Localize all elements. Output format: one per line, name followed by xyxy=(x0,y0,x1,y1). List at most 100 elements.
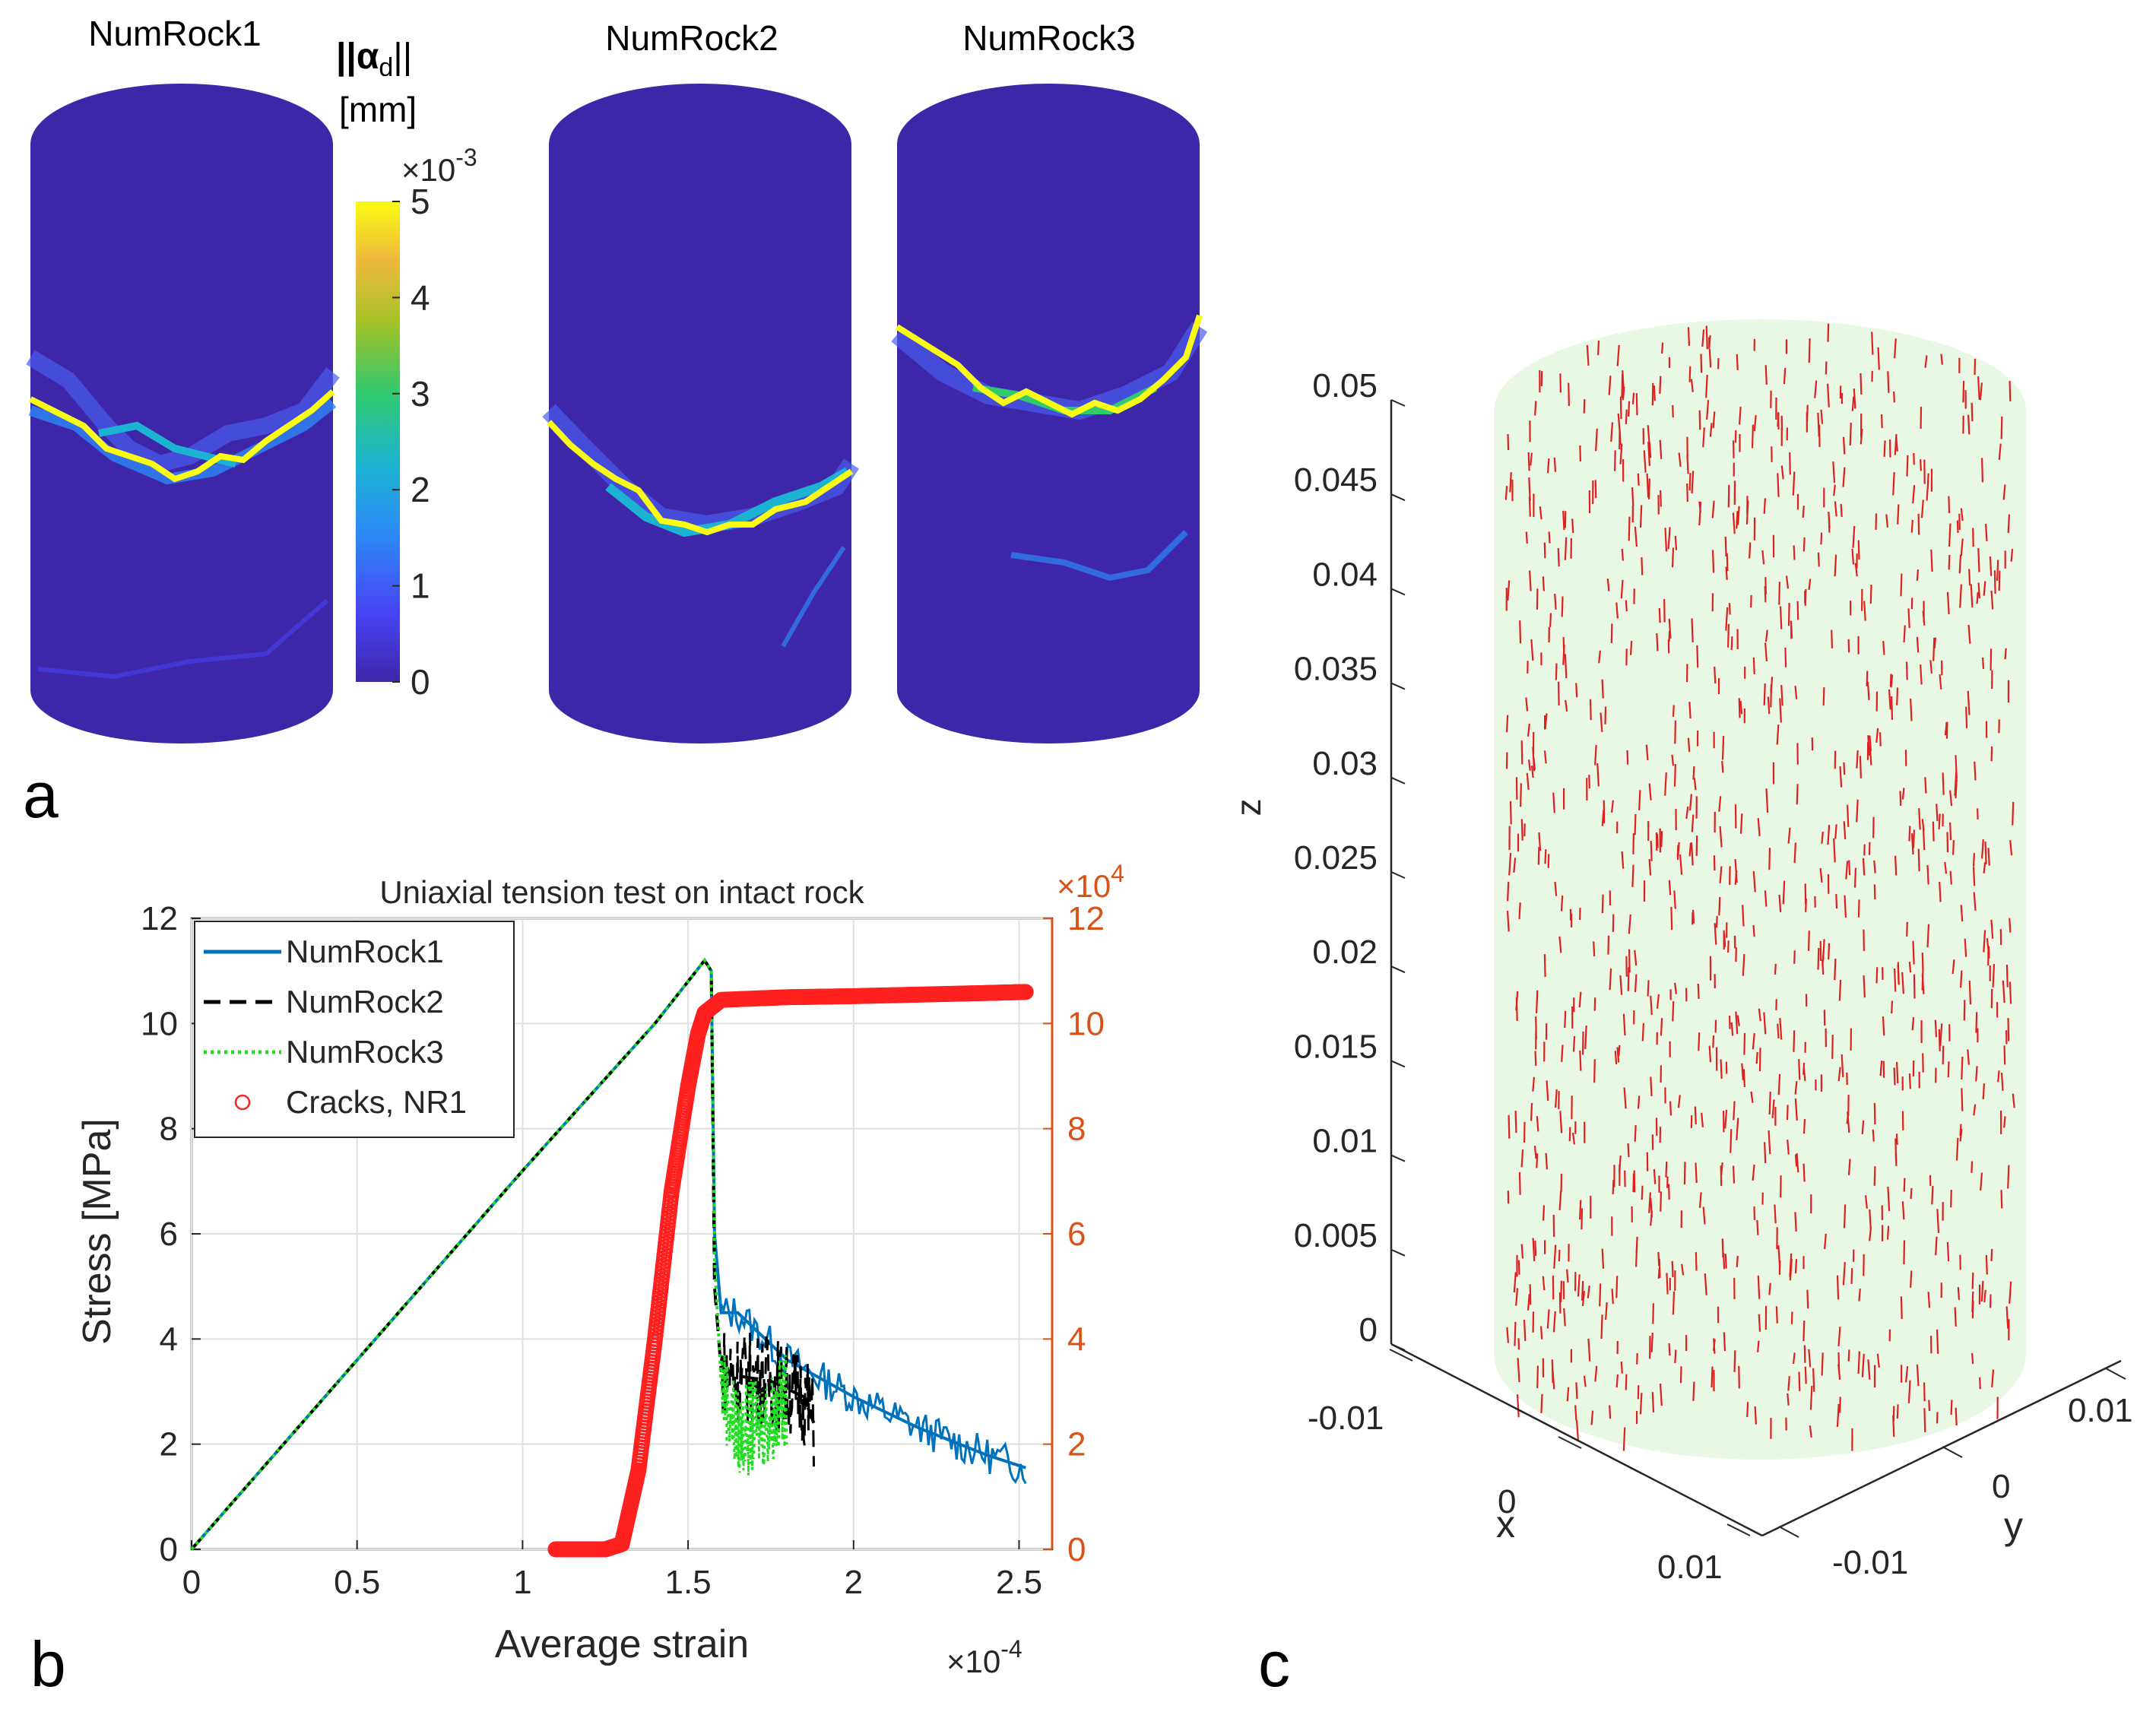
crack xyxy=(1517,1358,1520,1382)
crack xyxy=(1752,1164,1755,1181)
crack xyxy=(1724,1109,1728,1129)
crack xyxy=(1558,1292,1562,1314)
crack xyxy=(1623,1087,1627,1109)
crack xyxy=(1708,1045,1712,1063)
crack xyxy=(1698,1032,1701,1051)
crack xyxy=(1979,382,1983,401)
crack xyxy=(1837,1067,1841,1082)
x-multiplier-base: ×10 xyxy=(946,1644,1000,1679)
crack xyxy=(1974,358,1977,376)
crack xyxy=(1672,1001,1675,1022)
crack xyxy=(1577,1274,1581,1297)
crack xyxy=(1508,852,1512,876)
crack xyxy=(1536,1365,1539,1388)
crack xyxy=(2009,381,2012,401)
crack xyxy=(1798,1371,1801,1391)
crack xyxy=(1581,1280,1584,1301)
y-tick-label-3d: -0.01 xyxy=(1832,1544,1908,1581)
crack xyxy=(1507,580,1511,601)
crack xyxy=(1676,842,1680,861)
crack xyxy=(1901,1201,1905,1220)
crack xyxy=(1555,663,1558,680)
crack xyxy=(1875,728,1879,743)
crack xyxy=(1546,1309,1550,1329)
crack xyxy=(1977,376,1980,400)
crack xyxy=(1860,429,1863,445)
numrock2-title: NumRock2 xyxy=(605,18,778,58)
crack xyxy=(1621,851,1625,869)
crack xyxy=(1671,1260,1674,1278)
crack xyxy=(1764,365,1768,385)
crack xyxy=(1755,1051,1758,1064)
y-tick-3d xyxy=(1942,1446,1963,1458)
crack xyxy=(1764,585,1767,603)
x-multiplier: ×10-4 xyxy=(946,1635,1023,1679)
crack xyxy=(1843,821,1847,840)
crack xyxy=(1528,477,1531,502)
crack xyxy=(1725,566,1728,580)
crack xyxy=(1793,1030,1796,1052)
crack xyxy=(1758,1048,1761,1072)
axes: 0 0.5 1 1.5 2 2.5 0 2 4 6 8 10 12 0 2 4 6 8 10 12 xyxy=(141,900,1105,1601)
crack xyxy=(1622,1013,1626,1036)
y-axis-line xyxy=(1761,1359,2122,1537)
crack xyxy=(1702,1206,1706,1225)
y2-multiplier: ×104 xyxy=(1057,860,1124,904)
crack xyxy=(1639,1393,1643,1415)
crack xyxy=(1783,367,1787,385)
crack xyxy=(1787,1393,1790,1406)
crack xyxy=(1681,1263,1685,1276)
crack xyxy=(1536,1153,1539,1168)
crack xyxy=(1938,813,1941,829)
crack xyxy=(1777,1073,1781,1095)
crack xyxy=(1789,1253,1793,1277)
crack xyxy=(1507,433,1510,451)
crack xyxy=(1896,1061,1899,1083)
colorbar-label-sub: d xyxy=(379,53,393,82)
crack xyxy=(1736,1255,1739,1267)
crack xyxy=(2003,1116,2006,1128)
crack xyxy=(1896,687,1899,705)
x-tick-label-3d: 0 xyxy=(1498,1483,1516,1520)
crack xyxy=(1632,832,1634,854)
crack xyxy=(1583,399,1586,414)
crack xyxy=(1666,1273,1669,1295)
crack xyxy=(1955,1137,1959,1161)
crack xyxy=(1581,1208,1584,1230)
crack xyxy=(1809,1425,1812,1438)
crack xyxy=(1895,1133,1898,1145)
crack xyxy=(1993,570,1996,594)
numrock2-cylinder xyxy=(542,84,859,743)
crack xyxy=(1955,1407,1958,1426)
crack xyxy=(1872,1129,1875,1142)
legend-label-cracks: Cracks, NR1 xyxy=(286,1084,467,1120)
series-line-numrock3 xyxy=(190,957,789,1551)
crack xyxy=(1697,983,1700,999)
crack xyxy=(1977,548,1980,572)
x-tick-label: 1.5 xyxy=(664,1564,711,1601)
crack xyxy=(1777,412,1780,427)
crack xyxy=(1668,618,1672,639)
crack xyxy=(1634,526,1638,547)
crack xyxy=(1958,513,1961,531)
crack xyxy=(1659,439,1663,459)
cylinder-bottom xyxy=(897,637,1200,743)
crack xyxy=(1794,1212,1797,1232)
crack xyxy=(1712,1035,1715,1048)
crack xyxy=(1920,459,1922,471)
crack xyxy=(1971,1301,1974,1319)
crack xyxy=(1930,549,1933,572)
crack xyxy=(1562,510,1565,531)
crack xyxy=(1942,772,1945,795)
crack xyxy=(1803,1345,1806,1363)
crack xyxy=(1837,1352,1841,1374)
crack xyxy=(1695,835,1698,856)
crack xyxy=(1867,1359,1871,1380)
crack xyxy=(1622,1427,1626,1451)
crack xyxy=(1520,1149,1524,1168)
crack xyxy=(1954,1307,1957,1327)
crack xyxy=(1568,382,1570,407)
y-tick-label-3d: 0.01 xyxy=(2068,1392,2133,1429)
crack xyxy=(1828,943,1831,960)
series-noise-numrock2 xyxy=(720,1333,815,1467)
